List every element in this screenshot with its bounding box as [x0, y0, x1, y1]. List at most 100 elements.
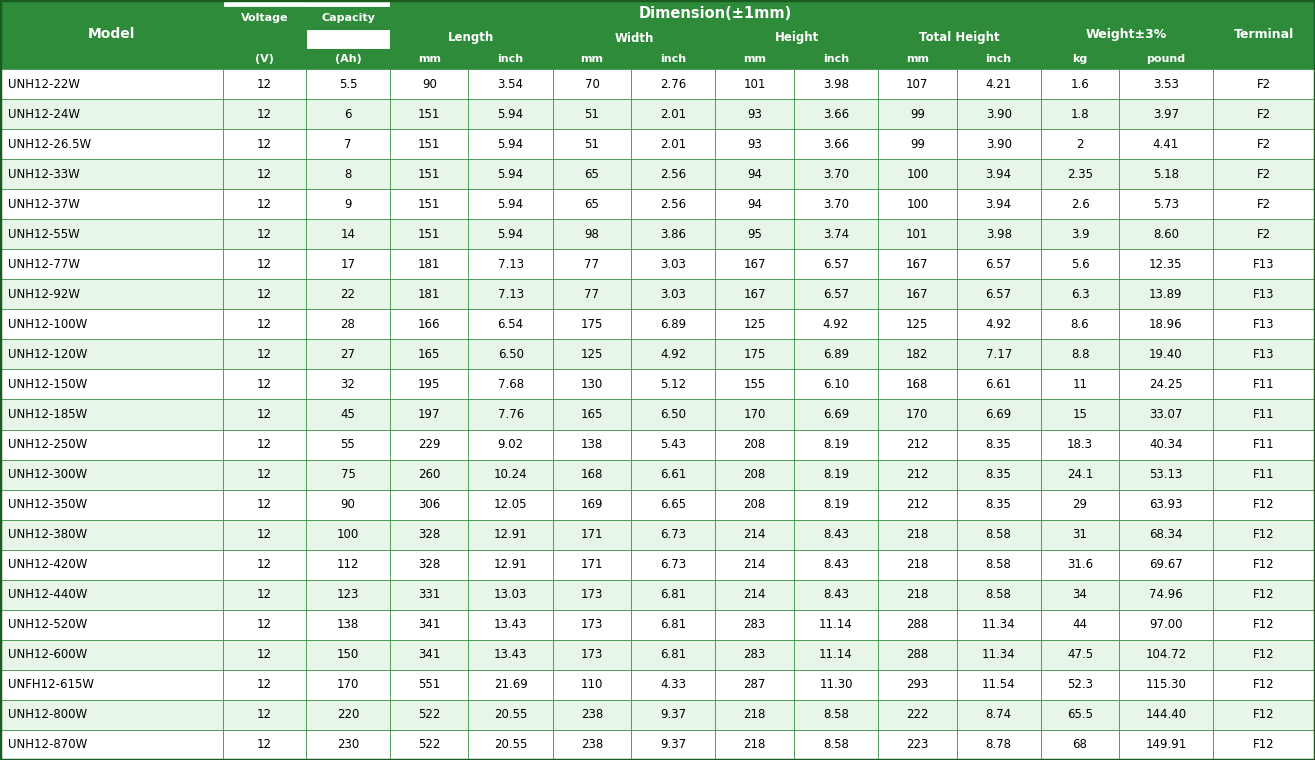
Bar: [1119, 69, 1212, 99]
Bar: [1119, 159, 1212, 189]
Text: 24.25: 24.25: [1149, 378, 1182, 391]
Bar: [552, 700, 631, 730]
Bar: [631, 549, 715, 580]
Bar: [224, 340, 306, 369]
Text: 7.17: 7.17: [985, 348, 1011, 361]
Bar: [715, 429, 794, 460]
Bar: [878, 580, 956, 610]
Bar: [1119, 610, 1212, 640]
Bar: [1041, 69, 1119, 99]
Bar: [468, 159, 552, 189]
Text: 230: 230: [337, 739, 359, 752]
Text: F2: F2: [1257, 78, 1270, 90]
Text: UNFH12-615W: UNFH12-615W: [8, 679, 93, 692]
Text: 7.76: 7.76: [497, 408, 523, 421]
Bar: [1119, 340, 1212, 369]
Text: 3.98: 3.98: [823, 78, 849, 90]
Bar: [306, 610, 391, 640]
Bar: [0, 730, 224, 760]
Text: 98: 98: [585, 228, 600, 241]
Text: 6.89: 6.89: [660, 318, 686, 331]
Text: 2.56: 2.56: [660, 168, 686, 181]
Bar: [631, 340, 715, 369]
Text: 10.24: 10.24: [494, 468, 527, 481]
Bar: [468, 340, 552, 369]
Bar: [794, 460, 878, 489]
Bar: [552, 549, 631, 580]
Text: inch: inch: [823, 54, 849, 64]
Bar: [1212, 219, 1315, 249]
Text: 181: 181: [418, 258, 441, 271]
Bar: [794, 369, 878, 400]
Bar: [468, 99, 552, 129]
Bar: [1041, 429, 1119, 460]
Bar: [1212, 610, 1315, 640]
Text: UNH12-100W: UNH12-100W: [8, 318, 87, 331]
Bar: [468, 219, 552, 249]
Bar: [224, 429, 306, 460]
Text: 4.92: 4.92: [985, 318, 1011, 331]
Bar: [956, 369, 1041, 400]
Bar: [956, 580, 1041, 610]
Bar: [224, 99, 306, 129]
Bar: [1041, 0, 1212, 69]
Bar: [306, 99, 391, 129]
Text: 151: 151: [418, 168, 441, 181]
Bar: [0, 129, 224, 159]
Bar: [224, 219, 306, 249]
Bar: [715, 640, 794, 670]
Text: 12: 12: [256, 288, 272, 301]
Text: 522: 522: [418, 739, 441, 752]
Bar: [956, 340, 1041, 369]
Bar: [552, 189, 631, 219]
Bar: [878, 460, 956, 489]
Text: 3.97: 3.97: [1153, 108, 1180, 121]
Bar: [631, 219, 715, 249]
Text: 208: 208: [743, 438, 765, 451]
Text: 8.58: 8.58: [986, 528, 1011, 541]
Bar: [468, 369, 552, 400]
Bar: [306, 69, 391, 99]
Bar: [794, 730, 878, 760]
Bar: [1119, 369, 1212, 400]
Bar: [391, 69, 468, 99]
Bar: [0, 249, 224, 280]
Bar: [631, 309, 715, 340]
Text: 12.91: 12.91: [493, 528, 527, 541]
Text: 4.33: 4.33: [660, 679, 686, 692]
Bar: [1041, 280, 1119, 309]
Text: 288: 288: [906, 648, 928, 661]
Bar: [306, 520, 391, 549]
Text: UNH12-150W: UNH12-150W: [8, 378, 87, 391]
Bar: [468, 189, 552, 219]
Text: F2: F2: [1257, 108, 1270, 121]
Bar: [794, 99, 878, 129]
Text: 22: 22: [341, 288, 355, 301]
Bar: [306, 429, 391, 460]
Text: (Ah): (Ah): [334, 54, 362, 64]
Text: 21.69: 21.69: [493, 679, 527, 692]
Text: 8.43: 8.43: [823, 588, 849, 601]
Bar: [468, 610, 552, 640]
Text: 12: 12: [256, 648, 272, 661]
Bar: [715, 520, 794, 549]
Bar: [715, 49, 794, 69]
Text: 8.43: 8.43: [823, 528, 849, 541]
Bar: [306, 159, 391, 189]
Bar: [878, 27, 1041, 49]
Text: 229: 229: [418, 438, 441, 451]
Bar: [552, 400, 631, 429]
Bar: [391, 219, 468, 249]
Text: 5.94: 5.94: [497, 228, 523, 241]
Bar: [794, 640, 878, 670]
Bar: [391, 340, 468, 369]
Bar: [1212, 69, 1315, 99]
Text: 151: 151: [418, 228, 441, 241]
Text: 44: 44: [1073, 619, 1088, 632]
Bar: [1212, 489, 1315, 520]
Text: 287: 287: [743, 679, 765, 692]
Bar: [224, 159, 306, 189]
Bar: [0, 400, 224, 429]
Bar: [631, 129, 715, 159]
Text: 70: 70: [585, 78, 600, 90]
